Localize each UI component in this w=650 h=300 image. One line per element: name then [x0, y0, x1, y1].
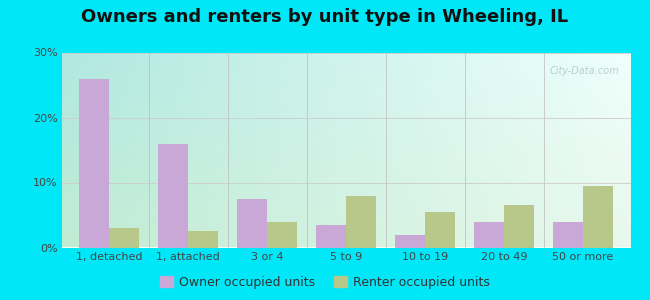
Bar — [237, 199, 267, 248]
Bar — [474, 221, 504, 248]
Bar — [158, 143, 188, 248]
Bar — [346, 196, 376, 247]
Bar — [316, 225, 346, 247]
Text: City-Data.com: City-Data.com — [549, 66, 619, 76]
Bar — [188, 231, 218, 248]
Bar — [553, 221, 583, 248]
Legend: Owner occupied units, Renter occupied units: Owner occupied units, Renter occupied un… — [155, 271, 495, 294]
Bar — [504, 205, 534, 248]
Bar — [583, 186, 613, 247]
Bar — [395, 235, 425, 248]
Bar — [425, 212, 455, 247]
Bar — [267, 221, 297, 248]
Bar — [79, 79, 109, 248]
Bar — [109, 228, 139, 248]
Text: Owners and renters by unit type in Wheeling, IL: Owners and renters by unit type in Wheel… — [81, 8, 569, 26]
